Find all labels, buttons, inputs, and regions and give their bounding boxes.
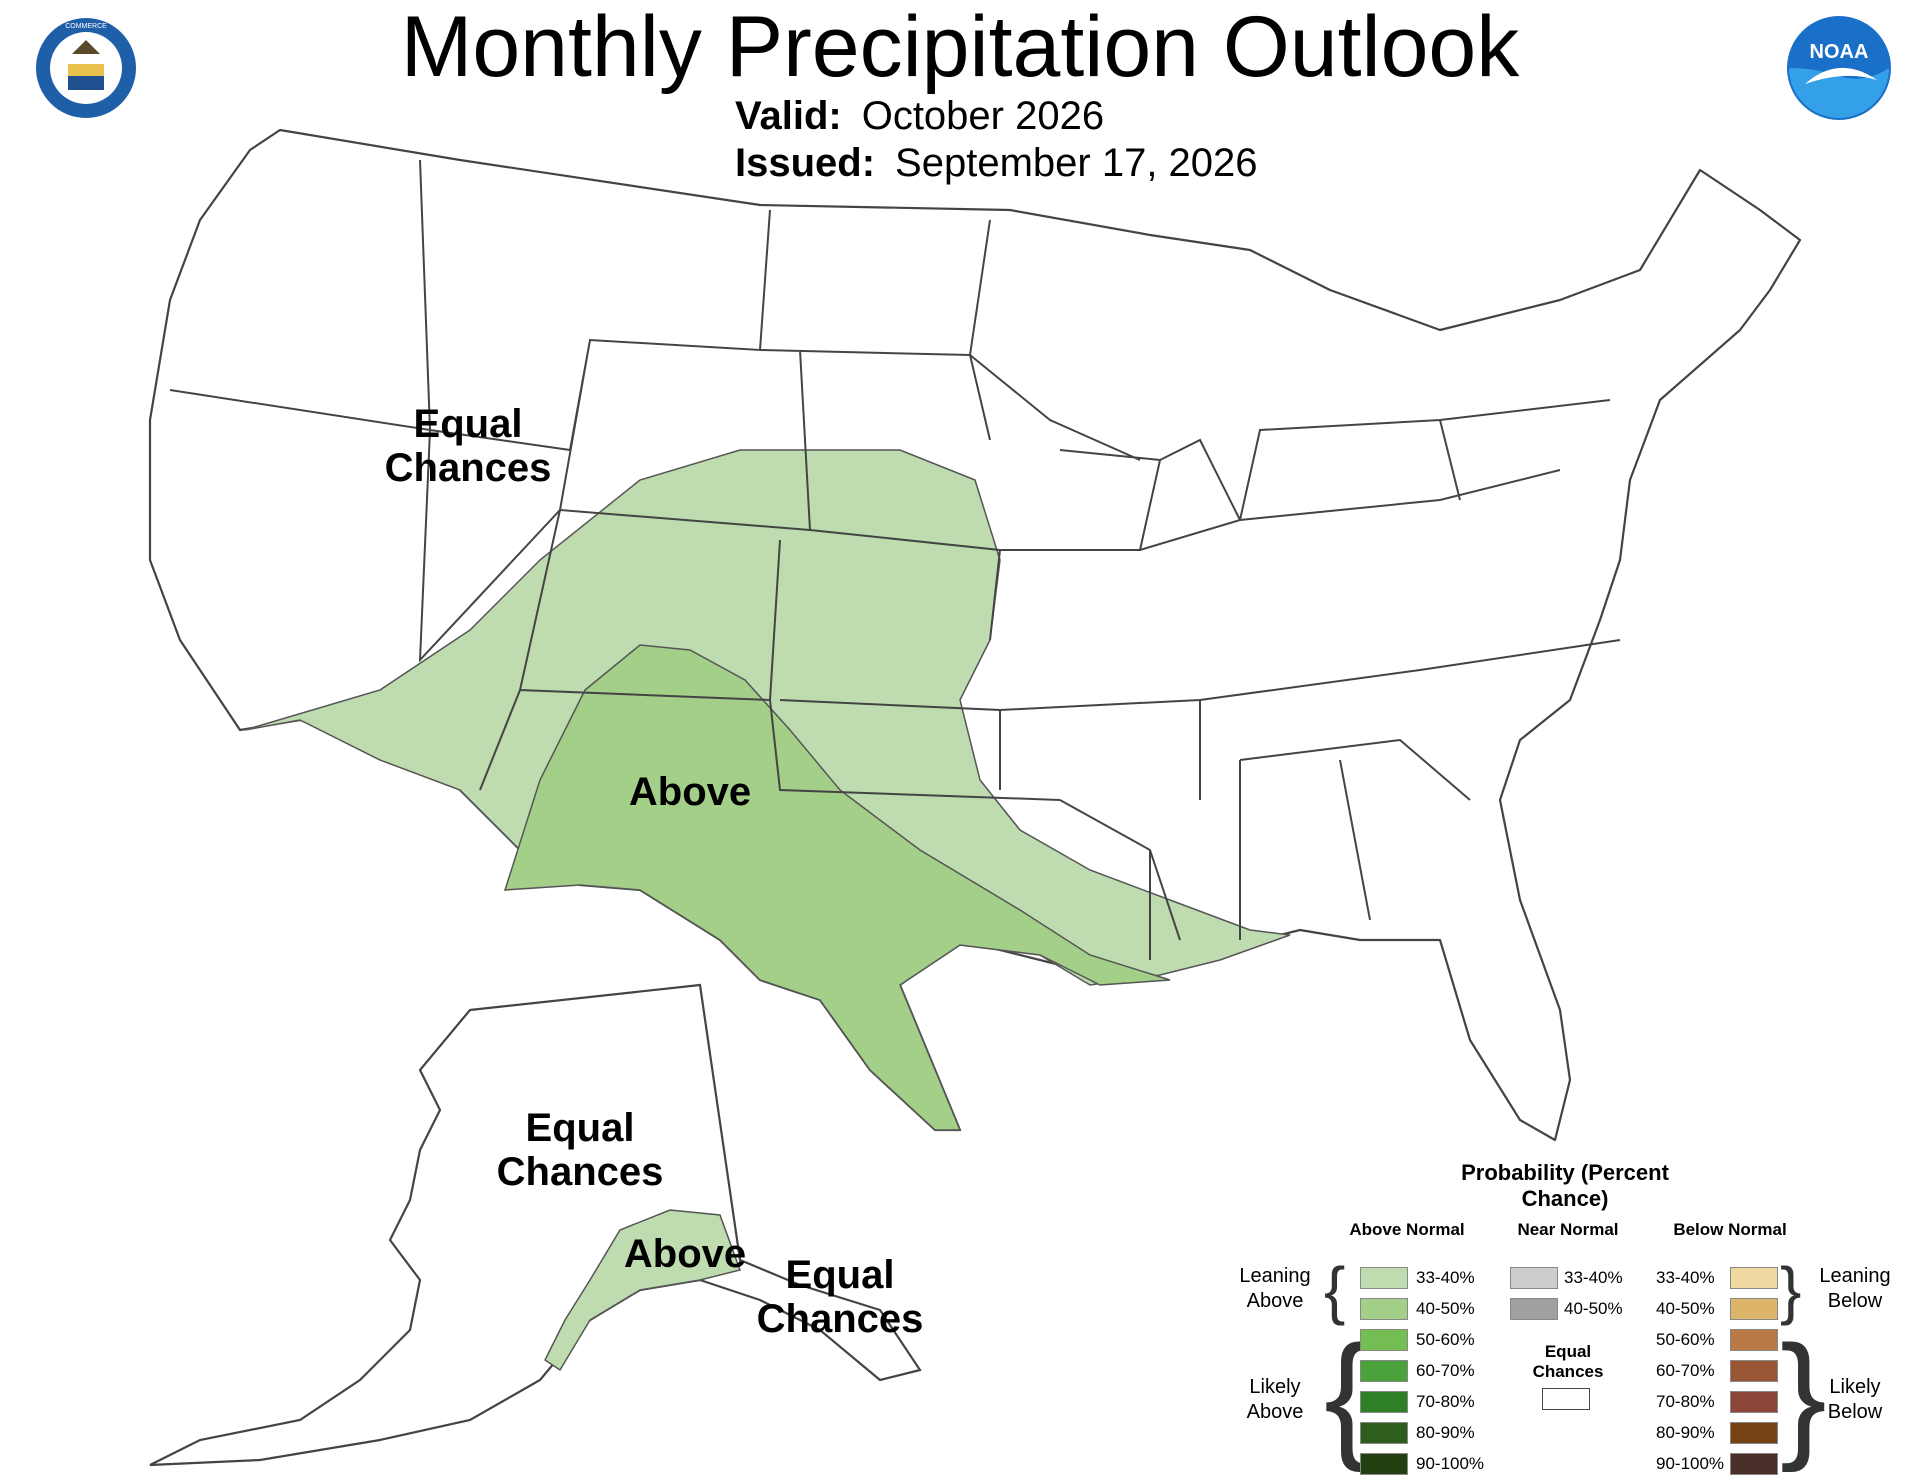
- alaska-equal-chances-label: Equal Chances: [496, 1106, 664, 1194]
- above-40-50-region: [503, 644, 1171, 1131]
- below-swatch-3: [1730, 1329, 1778, 1351]
- below-swatch-4: [1730, 1360, 1778, 1382]
- above-swatch-label-1: 33-40%: [1416, 1268, 1475, 1287]
- above-swatch-label-5: 70-80%: [1416, 1392, 1475, 1411]
- above-swatch-label-2: 40-50%: [1416, 1299, 1475, 1318]
- seal-text: COMMERCE: [65, 23, 107, 30]
- issued-label: Issued:: [735, 141, 876, 185]
- alaska-above-label: Above: [623, 1232, 747, 1276]
- brace-leaning-below: }: [1780, 1254, 1802, 1326]
- above-swatch-6: [1360, 1422, 1408, 1444]
- above-swatch-label-7: 90-100%: [1416, 1454, 1485, 1473]
- conus-equal-chances-label: Equal Chances: [384, 402, 552, 490]
- valid-value: October 2026: [861, 94, 1105, 138]
- noaa-logo-text: NOAA: [1810, 41, 1869, 63]
- above-swatch-label-3: 50-60%: [1416, 1330, 1475, 1349]
- near-swatch-2: [1510, 1298, 1558, 1320]
- issued-line: Issued: September 17, 2026: [735, 141, 1258, 186]
- issued-value: September 17, 2026: [895, 141, 1258, 185]
- commerce-seal-icon: COMMERCE: [36, 18, 136, 118]
- below-swatch-label-6: 80-90%: [1656, 1423, 1715, 1442]
- legend-leaning-below: Leaning Below: [1819, 1265, 1891, 1312]
- below-swatch-6: [1730, 1422, 1778, 1444]
- brace-likely-below: }: [1780, 1316, 1827, 1473]
- legend-likely-below: Likely Below: [1827, 1376, 1883, 1423]
- legend-leaning-above: Leaning Above: [1239, 1265, 1311, 1312]
- legend-col-near: Near Normal: [1517, 1220, 1619, 1239]
- near-swatch-1: [1510, 1267, 1558, 1289]
- legend-col-above: Above Normal: [1349, 1220, 1465, 1239]
- above-swatch-7: [1360, 1453, 1408, 1475]
- above-swatch-3: [1360, 1329, 1408, 1351]
- below-swatch-label-7: 90-100%: [1656, 1454, 1725, 1473]
- below-swatch-5: [1730, 1391, 1778, 1413]
- noaa-logo-icon: NOAA: [1787, 16, 1891, 120]
- valid-line: Valid: October 2026: [735, 94, 1104, 139]
- above-swatch-2: [1360, 1298, 1408, 1320]
- near-swatch-label-1: 33-40%: [1564, 1268, 1623, 1287]
- above-swatch-4: [1360, 1360, 1408, 1382]
- legend-likely-above: Likely Above: [1246, 1376, 1304, 1423]
- alaska-outline: [149, 983, 922, 1467]
- above-swatch-label-4: 60-70%: [1416, 1361, 1475, 1380]
- below-swatch-label-5: 70-80%: [1656, 1392, 1715, 1411]
- legend-title: Probability (Percent Chance): [1461, 1160, 1669, 1211]
- legend-equal-chances-swatch: [1542, 1388, 1590, 1410]
- below-swatch-2: [1730, 1298, 1778, 1320]
- valid-label: Valid:: [735, 94, 842, 138]
- near-swatch-label-2: 40-50%: [1564, 1299, 1623, 1318]
- state-lines: [169, 159, 1621, 960]
- below-swatch-label-4: 60-70%: [1656, 1361, 1715, 1380]
- brace-leaning-above: {: [1324, 1254, 1346, 1326]
- legend: Probability (Percent Chance) Above Norma…: [1220, 1150, 1910, 1480]
- alaska-se-equal-chances-label: Equal Chances: [756, 1253, 924, 1341]
- below-swatch-label-1: 33-40%: [1656, 1268, 1715, 1287]
- below-swatch-7: [1730, 1453, 1778, 1475]
- conus-above-label: Above: [628, 770, 752, 814]
- alaska-above-region: [544, 1209, 741, 1372]
- legend-equal-chances: Equal Chances: [1532, 1342, 1604, 1381]
- below-swatch-label-3: 50-60%: [1656, 1330, 1715, 1349]
- above-swatch-label-6: 80-90%: [1416, 1423, 1475, 1442]
- page-title: Monthly Precipitation Outlook: [400, 0, 1520, 95]
- above-swatch-5: [1360, 1391, 1408, 1413]
- above-swatch-1: [1360, 1267, 1408, 1289]
- below-swatch-1: [1730, 1267, 1778, 1289]
- legend-col-below: Below Normal: [1673, 1220, 1787, 1239]
- below-swatch-label-2: 40-50%: [1656, 1299, 1715, 1318]
